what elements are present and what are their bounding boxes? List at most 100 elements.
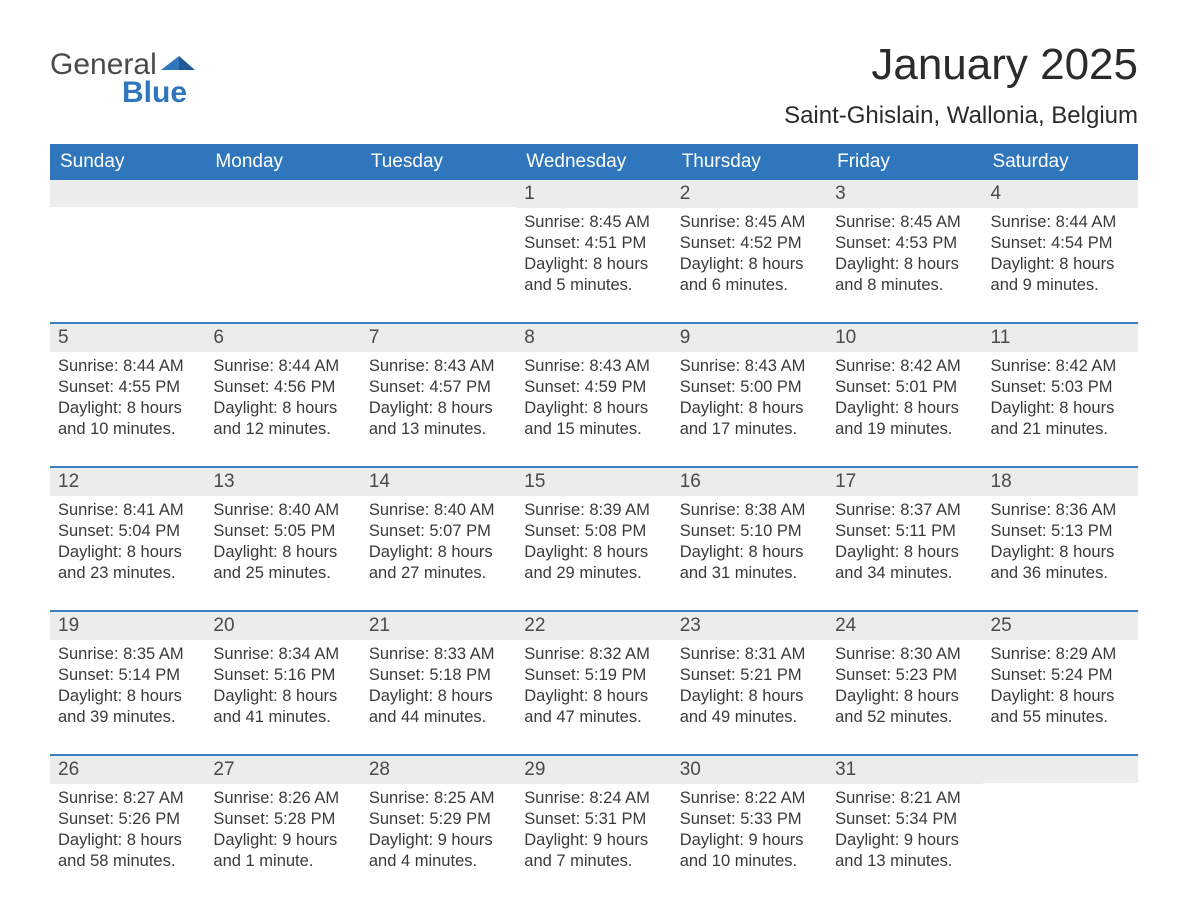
calendar-cell-empty: [205, 180, 360, 308]
day-number: 7: [361, 324, 516, 352]
day-detail-line: Daylight: 8 hours: [991, 254, 1130, 275]
day-number: 8: [516, 324, 671, 352]
day-detail-line: Sunrise: 8:38 AM: [680, 500, 819, 521]
calendar-cell: 16Sunrise: 8:38 AMSunset: 5:10 PMDayligh…: [672, 468, 827, 596]
logo-text-blue: Blue: [122, 76, 187, 110]
day-detail-line: and 34 minutes.: [835, 563, 974, 584]
calendar-cell: 19Sunrise: 8:35 AMSunset: 5:14 PMDayligh…: [50, 612, 205, 740]
day-detail-line: Sunset: 5:04 PM: [58, 521, 197, 542]
day-detail-line: Daylight: 8 hours: [524, 398, 663, 419]
day-detail-line: Sunset: 4:56 PM: [213, 377, 352, 398]
day-detail-line: Sunrise: 8:45 AM: [835, 212, 974, 233]
day-detail-line: Sunset: 5:21 PM: [680, 665, 819, 686]
calendar-cell: 20Sunrise: 8:34 AMSunset: 5:16 PMDayligh…: [205, 612, 360, 740]
day-detail-line: Sunrise: 8:21 AM: [835, 788, 974, 809]
day-detail-line: Sunset: 5:26 PM: [58, 809, 197, 830]
calendar-cell: 5Sunrise: 8:44 AMSunset: 4:55 PMDaylight…: [50, 324, 205, 452]
day-detail-line: and 10 minutes.: [58, 419, 197, 440]
day-number: 28: [361, 756, 516, 784]
day-detail-line: Sunrise: 8:44 AM: [213, 356, 352, 377]
day-detail-line: and 44 minutes.: [369, 707, 508, 728]
day-detail-line: Daylight: 8 hours: [58, 398, 197, 419]
day-detail-line: Daylight: 9 hours: [369, 830, 508, 851]
day-detail-line: and 13 minutes.: [835, 851, 974, 872]
day-details: Sunrise: 8:32 AMSunset: 5:19 PMDaylight:…: [516, 640, 671, 736]
calendar-cell: 25Sunrise: 8:29 AMSunset: 5:24 PMDayligh…: [983, 612, 1138, 740]
day-details: Sunrise: 8:43 AMSunset: 4:59 PMDaylight:…: [516, 352, 671, 448]
day-details: Sunrise: 8:42 AMSunset: 5:03 PMDaylight:…: [983, 352, 1138, 448]
week-row: 19Sunrise: 8:35 AMSunset: 5:14 PMDayligh…: [50, 610, 1138, 740]
day-number: 16: [672, 468, 827, 496]
day-detail-line: Sunrise: 8:45 AM: [524, 212, 663, 233]
day-details: Sunrise: 8:36 AMSunset: 5:13 PMDaylight:…: [983, 496, 1138, 592]
day-details: Sunrise: 8:42 AMSunset: 5:01 PMDaylight:…: [827, 352, 982, 448]
calendar-cell: 15Sunrise: 8:39 AMSunset: 5:08 PMDayligh…: [516, 468, 671, 596]
day-number: 6: [205, 324, 360, 352]
day-number: 9: [672, 324, 827, 352]
day-detail-line: and 12 minutes.: [213, 419, 352, 440]
day-details: Sunrise: 8:45 AMSunset: 4:53 PMDaylight:…: [827, 208, 982, 304]
day-detail-line: Sunset: 5:14 PM: [58, 665, 197, 686]
day-detail-line: Daylight: 9 hours: [524, 830, 663, 851]
week-row: 12Sunrise: 8:41 AMSunset: 5:04 PMDayligh…: [50, 466, 1138, 596]
day-number: 11: [983, 324, 1138, 352]
day-detail-line: Sunrise: 8:22 AM: [680, 788, 819, 809]
day-detail-line: Daylight: 8 hours: [369, 686, 508, 707]
day-detail-line: and 7 minutes.: [524, 851, 663, 872]
day-number: 25: [983, 612, 1138, 640]
calendar-cell: 10Sunrise: 8:42 AMSunset: 5:01 PMDayligh…: [827, 324, 982, 452]
location-text: Saint-Ghislain, Wallonia, Belgium: [784, 102, 1138, 130]
calendar-cell-empty: [361, 180, 516, 308]
calendar-cell: 21Sunrise: 8:33 AMSunset: 5:18 PMDayligh…: [361, 612, 516, 740]
day-detail-line: Sunset: 4:53 PM: [835, 233, 974, 254]
day-header-sunday: Sunday: [50, 144, 205, 180]
day-number: 22: [516, 612, 671, 640]
calendar: SundayMondayTuesdayWednesdayThursdayFrid…: [50, 144, 1138, 884]
day-detail-line: and 58 minutes.: [58, 851, 197, 872]
day-detail-line: Daylight: 8 hours: [524, 686, 663, 707]
day-detail-line: Daylight: 8 hours: [835, 542, 974, 563]
day-detail-line: Daylight: 8 hours: [991, 398, 1130, 419]
day-detail-line: Daylight: 8 hours: [58, 686, 197, 707]
day-details: [50, 207, 205, 219]
title-block: January 2025 Saint-Ghislain, Wallonia, B…: [784, 40, 1138, 130]
day-detail-line: and 15 minutes.: [524, 419, 663, 440]
day-detail-line: and 17 minutes.: [680, 419, 819, 440]
day-header-thursday: Thursday: [672, 144, 827, 180]
day-detail-line: Sunset: 5:29 PM: [369, 809, 508, 830]
day-details: Sunrise: 8:40 AMSunset: 5:05 PMDaylight:…: [205, 496, 360, 592]
day-number: 30: [672, 756, 827, 784]
day-detail-line: and 5 minutes.: [524, 275, 663, 296]
day-detail-line: Sunrise: 8:43 AM: [369, 356, 508, 377]
day-number: 5: [50, 324, 205, 352]
day-number: [205, 180, 360, 207]
day-detail-line: Daylight: 8 hours: [680, 254, 819, 275]
week-row: 26Sunrise: 8:27 AMSunset: 5:26 PMDayligh…: [50, 754, 1138, 884]
day-detail-line: Sunrise: 8:27 AM: [58, 788, 197, 809]
day-header-monday: Monday: [205, 144, 360, 180]
day-detail-line: and 13 minutes.: [369, 419, 508, 440]
day-detail-line: Sunset: 5:18 PM: [369, 665, 508, 686]
day-detail-line: Sunrise: 8:32 AM: [524, 644, 663, 665]
day-details: Sunrise: 8:33 AMSunset: 5:18 PMDaylight:…: [361, 640, 516, 736]
day-details: Sunrise: 8:40 AMSunset: 5:07 PMDaylight:…: [361, 496, 516, 592]
day-number: 1: [516, 180, 671, 208]
day-details: Sunrise: 8:44 AMSunset: 4:56 PMDaylight:…: [205, 352, 360, 448]
day-number: 12: [50, 468, 205, 496]
day-detail-line: Sunset: 5:34 PM: [835, 809, 974, 830]
calendar-cell: 18Sunrise: 8:36 AMSunset: 5:13 PMDayligh…: [983, 468, 1138, 596]
day-detail-line: Sunset: 5:00 PM: [680, 377, 819, 398]
day-detail-line: Sunset: 5:24 PM: [991, 665, 1130, 686]
calendar-cell: 27Sunrise: 8:26 AMSunset: 5:28 PMDayligh…: [205, 756, 360, 884]
day-detail-line: and 27 minutes.: [369, 563, 508, 584]
day-details: Sunrise: 8:43 AMSunset: 5:00 PMDaylight:…: [672, 352, 827, 448]
day-detail-line: and 10 minutes.: [680, 851, 819, 872]
day-detail-line: Daylight: 8 hours: [835, 686, 974, 707]
day-detail-line: and 23 minutes.: [58, 563, 197, 584]
day-details: Sunrise: 8:44 AMSunset: 4:55 PMDaylight:…: [50, 352, 205, 448]
day-details: Sunrise: 8:45 AMSunset: 4:51 PMDaylight:…: [516, 208, 671, 304]
day-detail-line: Sunset: 5:31 PM: [524, 809, 663, 830]
day-number: [50, 180, 205, 207]
day-detail-line: Sunset: 5:19 PM: [524, 665, 663, 686]
day-detail-line: Daylight: 9 hours: [835, 830, 974, 851]
